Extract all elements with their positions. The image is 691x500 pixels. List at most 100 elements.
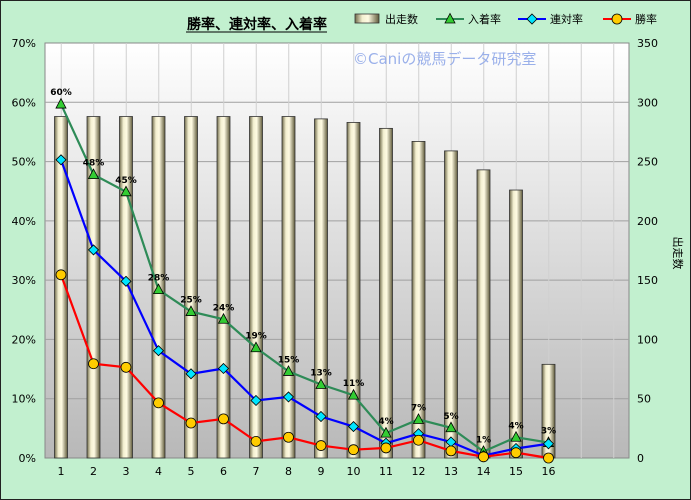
x-tick-label: 16 [542,465,556,478]
marker-triangle [120,185,132,197]
data-label: 45% [115,176,137,186]
marker-diamond [526,13,538,25]
x-tick-label: 7 [253,465,260,478]
data-label: 3% [541,427,556,437]
bar [86,116,101,459]
marker-circle [315,440,327,451]
x-tick-label: 11 [379,465,393,478]
marker-circle [218,413,229,425]
series-line [60,103,549,453]
bar [184,116,198,459]
marker-circle [348,444,359,456]
data-label: 24% [213,303,235,313]
y-left-tick-label: 40% [12,215,36,228]
marker-circle [543,452,554,464]
data-label: 4% [508,421,523,431]
marker-diamond [87,244,100,256]
marker-triangle [217,312,230,324]
data-label: 11% [343,379,365,389]
y-left-tick-label: 30% [12,274,36,287]
marker-triangle [152,283,165,295]
marker-triangle [347,388,360,400]
marker-triangle [282,365,295,376]
marker-diamond [250,394,262,407]
y-right-tick-label: 200 [637,215,658,228]
legend-label: 出走数 [385,12,418,26]
y-left-tick-label: 70% [12,37,36,50]
y-right-tick-label: 50 [637,393,651,406]
y-axis-left-ticks: 0% 10% 20% 30% 40% 50% 60% 70% [12,37,36,465]
marker-triangle [250,341,262,353]
y-axis-right-label: 出走数 [671,237,685,270]
marker-diamond [315,410,327,423]
marker-triangle [380,426,392,438]
marker-circle [413,434,424,446]
bar [216,116,231,459]
marker-triangle [315,378,327,389]
marker-circle [283,431,294,443]
x-tick-label: 8 [285,465,292,478]
marker-triangle [412,413,425,424]
marker-diamond [542,438,555,450]
marker-diamond [282,391,295,403]
legend-label: 連対率 [550,12,583,26]
data-label: 7% [411,403,426,413]
marker-diamond [347,421,360,433]
y-left-tick-label: 60% [12,96,36,109]
marker-circle [250,435,262,447]
bar [476,169,491,459]
marker-diamond [120,275,132,287]
x-tick-label: 10 [347,465,361,478]
marker-triangle [87,168,100,180]
y-left-tick-label: 20% [12,333,36,346]
watermark: ©Caniの競馬データ研究室 [353,50,536,68]
y-right-tick-label: 150 [637,274,658,287]
marker-circle [88,358,99,370]
y-left-tick-label: 50% [12,156,36,169]
x-tick-label: 12 [412,465,426,478]
marker-circle [510,447,522,459]
y-right-tick-label: 250 [637,156,658,169]
data-label: 25% [180,296,202,306]
marker-diamond [55,154,67,166]
series-line [59,159,549,457]
y-right-tick-label: 0 [637,452,644,465]
data-label: 28% [148,274,170,284]
legend-item-出走数: 出走数 [354,12,418,26]
marker-triangle [55,97,67,109]
x-tick-label: 9 [318,465,325,478]
marker-circle [153,397,164,409]
marker-circle [478,451,489,463]
data-label: 15% [278,355,300,365]
legend-item-入着率: 入着率 [436,12,501,26]
x-tick-label: 2 [90,465,97,478]
marker-triangle [445,421,457,433]
legend-label: 勝率 [635,12,657,26]
x-tick-label: 1 [58,465,65,478]
bar [249,116,263,459]
data-label: 4% [378,417,393,427]
bar [509,189,523,459]
data-label: 1% [476,435,491,445]
marker-circle [120,361,132,373]
series-line [59,274,549,460]
x-tick-label: 13 [444,465,458,478]
y-left-tick-label: 0% [19,452,36,465]
marker-circle [55,269,67,281]
chart-title: 勝率、連対率、入着率 [187,16,327,33]
bar [444,150,458,459]
bar [314,118,328,459]
bar [119,116,133,459]
x-tick-label: 14 [477,465,491,478]
marker-diamond [217,362,230,375]
y-left-tick-label: 10% [12,393,36,406]
data-label: 5% [443,412,458,422]
y-right-tick-label: 350 [637,37,658,50]
legend-swatch-bar [354,13,380,24]
bar [411,141,426,459]
legend: 出走数 入着率 連対率 勝率 [354,12,657,26]
bar [281,116,296,459]
x-tick-label: 4 [155,465,162,478]
y-right-tick-label: 100 [637,333,658,346]
